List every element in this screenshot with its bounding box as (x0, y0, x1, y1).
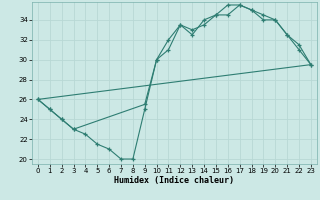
X-axis label: Humidex (Indice chaleur): Humidex (Indice chaleur) (115, 176, 234, 185)
